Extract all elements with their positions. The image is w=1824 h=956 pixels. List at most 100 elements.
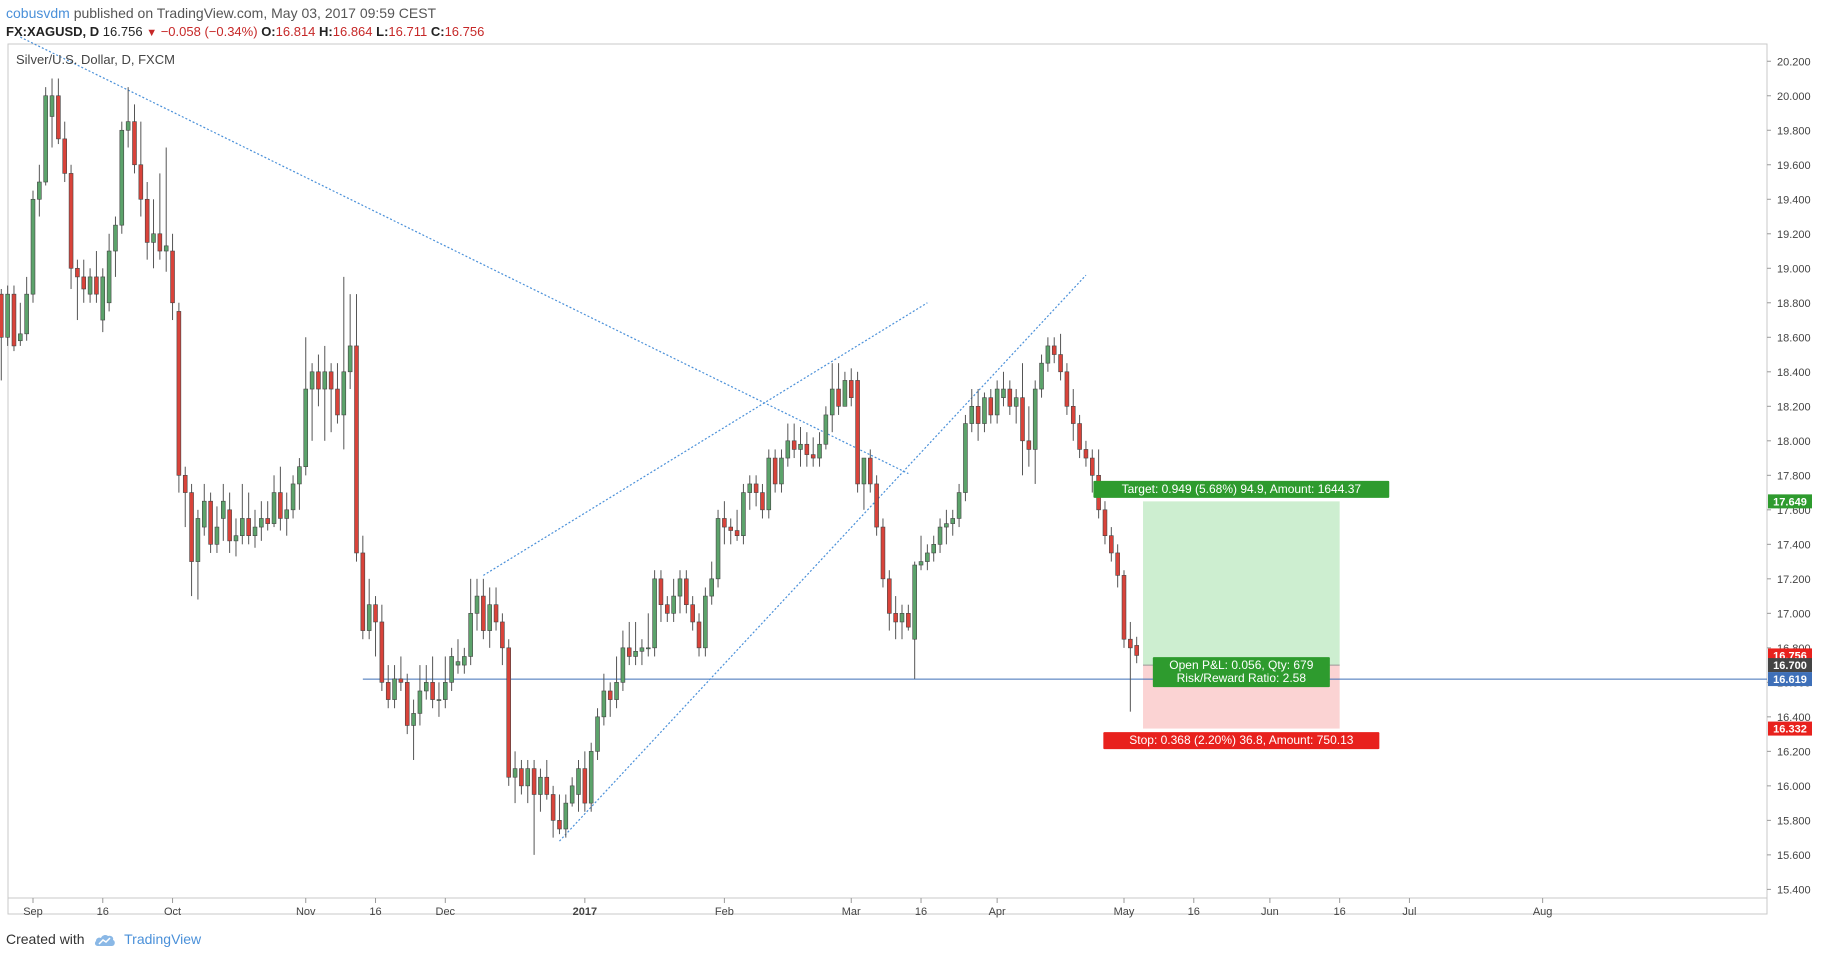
candle[interactable] <box>189 483 194 597</box>
target-label[interactable]: Target: 0.949 (5.68%) 94.9, Amount: 1644… <box>1093 480 1390 498</box>
candle[interactable] <box>284 492 289 536</box>
candle[interactable] <box>804 432 810 467</box>
candle[interactable] <box>290 475 296 519</box>
candle[interactable] <box>443 656 448 709</box>
candle[interactable] <box>633 621 638 666</box>
candle[interactable] <box>734 509 740 541</box>
candle[interactable] <box>132 104 137 174</box>
candle[interactable] <box>544 759 550 800</box>
candle[interactable] <box>937 518 943 553</box>
candle[interactable] <box>626 621 632 666</box>
candle[interactable] <box>385 665 391 709</box>
candle[interactable] <box>201 483 207 536</box>
candle[interactable] <box>963 414 968 502</box>
candle[interactable] <box>658 570 664 622</box>
candle[interactable] <box>982 392 987 433</box>
candle[interactable] <box>1077 414 1082 459</box>
candle[interactable] <box>309 363 315 441</box>
candle[interactable] <box>519 759 524 795</box>
tradingview-link[interactable]: TradingView <box>124 931 202 947</box>
candle[interactable] <box>874 475 879 536</box>
candle[interactable] <box>531 759 537 855</box>
candle[interactable] <box>829 363 835 433</box>
candle[interactable] <box>468 578 473 666</box>
candle[interactable] <box>341 276 347 450</box>
candle[interactable] <box>240 483 245 545</box>
candle[interactable] <box>411 699 416 760</box>
candle[interactable] <box>303 337 309 476</box>
candle[interactable] <box>684 570 689 614</box>
candle[interactable] <box>950 509 956 536</box>
candle[interactable] <box>671 578 676 622</box>
candle[interactable] <box>1051 337 1057 364</box>
candle[interactable] <box>848 368 854 407</box>
candle[interactable] <box>1128 621 1133 712</box>
candle[interactable] <box>30 190 36 303</box>
candle[interactable] <box>278 466 283 531</box>
candle[interactable] <box>182 466 188 528</box>
candle[interactable] <box>176 302 182 493</box>
candle[interactable] <box>487 587 492 648</box>
candle[interactable] <box>94 251 99 303</box>
candle[interactable] <box>918 535 924 571</box>
candle[interactable] <box>899 604 905 640</box>
candle[interactable] <box>975 389 981 441</box>
candle[interactable] <box>373 596 378 657</box>
candle[interactable] <box>893 596 898 640</box>
candle[interactable] <box>1070 389 1076 441</box>
candle[interactable] <box>1013 389 1019 424</box>
candle[interactable] <box>125 87 131 148</box>
candle[interactable] <box>569 777 575 807</box>
candle[interactable] <box>753 475 759 507</box>
candle[interactable] <box>297 458 302 510</box>
candle[interactable] <box>18 302 23 346</box>
candle[interactable] <box>157 173 163 260</box>
candle[interactable] <box>823 406 829 450</box>
candle[interactable] <box>652 570 657 657</box>
candle[interactable] <box>138 121 144 217</box>
candle[interactable] <box>1058 333 1063 381</box>
candle[interactable] <box>690 596 695 631</box>
candle[interactable] <box>855 371 860 493</box>
candle[interactable] <box>728 518 733 545</box>
candle[interactable] <box>119 121 125 234</box>
candle[interactable] <box>404 673 410 735</box>
candle[interactable] <box>1020 363 1025 476</box>
candle[interactable] <box>588 742 594 812</box>
candle[interactable] <box>906 604 911 631</box>
candle[interactable] <box>106 233 112 312</box>
candle[interactable] <box>614 656 619 709</box>
candle[interactable] <box>424 665 429 700</box>
candle[interactable] <box>722 501 727 545</box>
candle[interactable] <box>620 630 626 691</box>
candle[interactable] <box>779 449 784 493</box>
candle[interactable] <box>335 363 340 424</box>
candle[interactable] <box>81 259 87 303</box>
candle[interactable] <box>925 544 930 571</box>
stop-label[interactable]: Stop: 0.368 (2.20%) 36.8, Amount: 750.13 <box>1103 732 1380 750</box>
candle[interactable] <box>75 259 80 321</box>
candle[interactable] <box>912 561 917 679</box>
candle[interactable] <box>455 639 461 674</box>
candle[interactable] <box>810 437 816 467</box>
candle[interactable] <box>37 164 42 217</box>
candle[interactable] <box>880 518 886 588</box>
candle[interactable] <box>538 768 543 812</box>
candle[interactable] <box>861 457 867 510</box>
candle[interactable] <box>208 492 213 553</box>
candle[interactable] <box>214 506 220 553</box>
candle[interactable] <box>760 483 765 519</box>
candle[interactable] <box>601 673 607 726</box>
candle[interactable] <box>988 389 994 424</box>
candle[interactable] <box>766 449 772 519</box>
candle[interactable] <box>1134 636 1139 664</box>
candle[interactable] <box>62 121 67 183</box>
candle[interactable] <box>144 182 150 260</box>
candle[interactable] <box>1109 527 1114 562</box>
candle[interactable] <box>430 656 435 709</box>
candle[interactable] <box>493 587 499 631</box>
candle[interactable] <box>956 483 962 528</box>
candle[interactable] <box>994 380 1000 424</box>
candle[interactable] <box>56 78 61 145</box>
